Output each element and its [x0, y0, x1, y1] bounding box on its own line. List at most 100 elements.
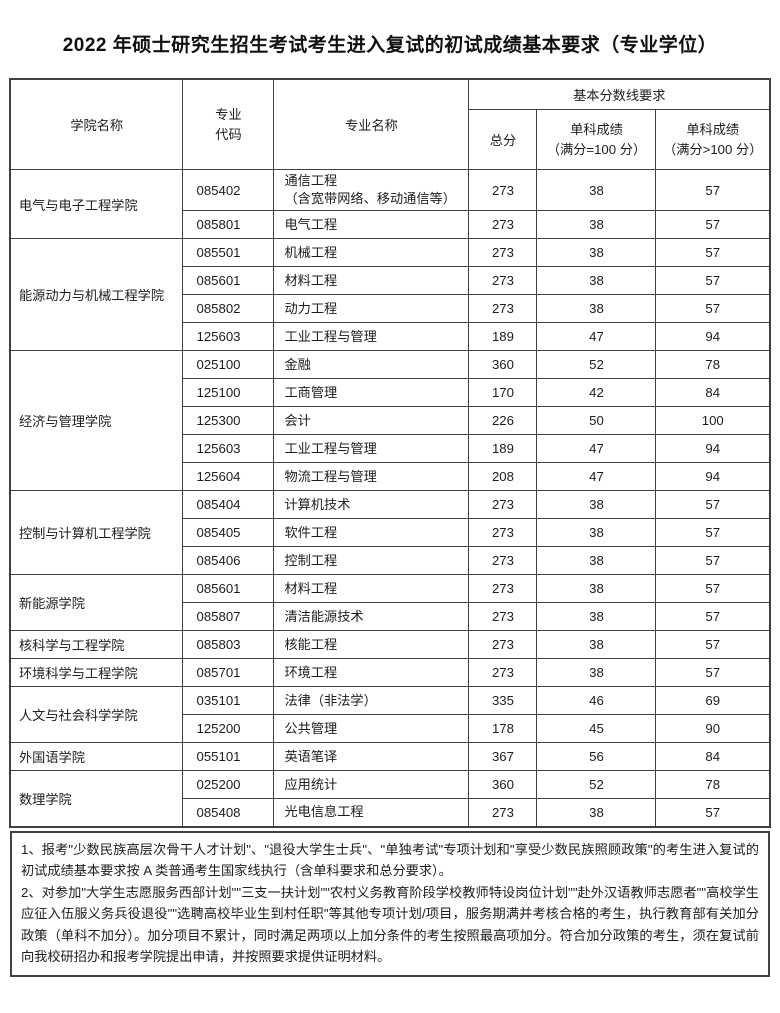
- total-score-cell: 178: [468, 714, 538, 743]
- single-score-gt100-header-line2: （满分>100 分）: [663, 141, 763, 157]
- single-score-100-cell: 38: [536, 518, 657, 547]
- total-score-cell: 273: [468, 574, 538, 603]
- major-name-cell: 软件工程: [273, 518, 470, 547]
- total-score-cell: 273: [468, 490, 538, 519]
- major-name-cell: 控制工程: [273, 546, 470, 575]
- single-score-gt100-cell: 78: [655, 350, 771, 379]
- single-score-gt100-cell: 57: [655, 210, 771, 239]
- table-row: 125300 会计 226 50 100: [10, 406, 771, 435]
- major-code-cell: 085601: [182, 266, 275, 295]
- major-code-cell: 085402: [182, 169, 275, 211]
- table-row: 125200 公共管理 178 45 90: [10, 714, 771, 743]
- major-code-cell: 125100: [182, 378, 275, 407]
- total-score-cell: 273: [468, 630, 538, 659]
- single-score-gt100-cell: 57: [655, 169, 771, 211]
- total-score-cell: 189: [468, 434, 538, 463]
- single-score-gt100-cell: 84: [655, 378, 771, 407]
- single-score-100-cell: 38: [536, 574, 657, 603]
- major-name-cell: 材料工程: [273, 266, 470, 295]
- college-name-cell: 核科学与工程学院: [9, 630, 184, 659]
- major-code-cell: 085404: [182, 490, 275, 519]
- single-score-gt100-cell: 84: [655, 742, 771, 771]
- major-name-cell: 机械工程: [273, 238, 470, 267]
- single-score-gt100-cell: 57: [655, 266, 771, 295]
- major-code-cell: 035101: [182, 686, 275, 715]
- major-name-cell: 应用统计: [273, 770, 470, 799]
- major-code-cell: 085701: [182, 658, 275, 687]
- total-score-cell: 273: [468, 518, 538, 547]
- note-item-2: 2、对参加"大学生志愿服务西部计划""三支一扶计划""农村义务教育阶段学校教师特…: [21, 884, 759, 965]
- major-code-cell: 125200: [182, 714, 275, 743]
- total-score-cell: 273: [468, 798, 538, 827]
- table-row: 085408 光电信息工程 273 38 57: [10, 798, 771, 827]
- major-code-cell: 125604: [182, 462, 275, 491]
- total-score-cell: 170: [468, 378, 538, 407]
- single-score-gt100-cell: 57: [655, 602, 771, 631]
- single-score-gt100-cell: 57: [655, 546, 771, 575]
- table-row: 经济与管理学院 025100 金融 360 52 78: [9, 350, 771, 491]
- total-score-cell: 273: [468, 602, 538, 631]
- table-row: 能源动力与机械工程学院 085501 机械工程 273 38 57: [9, 238, 771, 351]
- table-row: 085802 动力工程 273 38 57: [10, 294, 771, 323]
- single-score-gt100-cell: 90: [655, 714, 771, 743]
- single-score-gt100-cell: 94: [655, 462, 771, 491]
- table-row: 数理学院 025200 应用统计 360 52 78: [9, 770, 771, 827]
- major-code-cell: 025100: [182, 350, 275, 379]
- score-table: 学院名称 专业 代码 专业名称 基本分数线要求 总分 单科成绩 （满分=100 …: [8, 78, 771, 828]
- total-score-header: 总分: [468, 109, 538, 170]
- major-name-cell: 计算机技术: [273, 490, 470, 519]
- single-score-100-cell: 52: [536, 770, 657, 799]
- major-code-cell: 085801: [182, 210, 275, 239]
- total-score-cell: 273: [468, 266, 538, 295]
- single-score-100-cell: 38: [536, 169, 657, 211]
- table-row: 085406 控制工程 273 38 57: [10, 546, 771, 575]
- single-score-100-cell: 52: [536, 350, 657, 379]
- major-name-cell: 核能工程: [273, 630, 470, 659]
- major-code-cell: 055101: [182, 742, 275, 771]
- single-score-100-cell: 50: [536, 406, 657, 435]
- table-row: 人文与社会科学学院 035101 法律（非法学） 335 46 69: [9, 686, 771, 743]
- major-code-cell: 025200: [182, 770, 275, 799]
- single-score-gt100-cell: 57: [655, 294, 771, 323]
- single-score-100-cell: 38: [536, 630, 657, 659]
- college-name-cell: 数理学院: [9, 770, 184, 827]
- single-score-100-header: 单科成绩 （满分=100 分）: [536, 109, 657, 170]
- table-row: 控制与计算机工程学院 085404 计算机技术 273 38 57: [9, 490, 771, 575]
- total-score-cell: 335: [468, 686, 538, 715]
- major-name-cell: 通信工程 （含宽带网络、移动通信等）: [273, 169, 470, 211]
- total-score-cell: 367: [468, 742, 538, 771]
- total-score-cell: 273: [468, 210, 538, 239]
- major-code-header: 专业 代码: [182, 78, 275, 170]
- table-row: 外国语学院 055101 英语笔译 367 56 84: [9, 742, 771, 771]
- single-score-gt100-cell: 94: [655, 322, 771, 351]
- major-name-cell: 工商管理: [273, 378, 470, 407]
- major-name-cell: 动力工程: [273, 294, 470, 323]
- single-score-100-cell: 47: [536, 322, 657, 351]
- score-table-body: 电气与电子工程学院 085402 通信工程 （含宽带网络、移动通信等） 273 38 57…: [9, 169, 771, 827]
- header-row-top: 学院名称 专业 代码 专业名称 基本分数线要求: [9, 78, 771, 170]
- single-score-gt100-cell: 94: [655, 434, 771, 463]
- note-item-1: 1、报考"少数民族高层次骨干人才计划"、"退役大学生士兵"、"单独考试"专项计划…: [21, 841, 759, 879]
- single-score-100-cell: 38: [536, 210, 657, 239]
- college-name-cell: 控制与计算机工程学院: [9, 490, 184, 575]
- table-row: 085801 电气工程 273 38 57: [10, 210, 771, 239]
- major-code-cell: 085405: [182, 518, 275, 547]
- single-score-100-header-line1: 单科成绩: [570, 121, 623, 137]
- total-score-cell: 273: [468, 238, 538, 267]
- total-score-cell: 273: [468, 658, 538, 687]
- major-code-cell: 085803: [182, 630, 275, 659]
- major-code-cell: 085601: [182, 574, 275, 603]
- single-score-100-cell: 42: [536, 378, 657, 407]
- major-name-cell: 工业工程与管理: [273, 322, 470, 351]
- total-score-cell: 226: [468, 406, 538, 435]
- major-name-cell: 法律（非法学）: [273, 686, 470, 715]
- major-name-cell: 英语笔译: [273, 742, 470, 771]
- major-code-cell: 085802: [182, 294, 275, 323]
- single-score-100-cell: 47: [536, 462, 657, 491]
- single-score-gt100-cell: 69: [655, 686, 771, 715]
- header-row-sub: 总分 单科成绩 （满分=100 分） 单科成绩 （满分>100 分）: [10, 109, 771, 170]
- major-name-cell: 清洁能源技术: [273, 602, 470, 631]
- major-name-cell: 金融: [273, 350, 470, 379]
- single-score-gt100-cell: 57: [655, 630, 771, 659]
- major-code-cell: 085408: [182, 798, 275, 827]
